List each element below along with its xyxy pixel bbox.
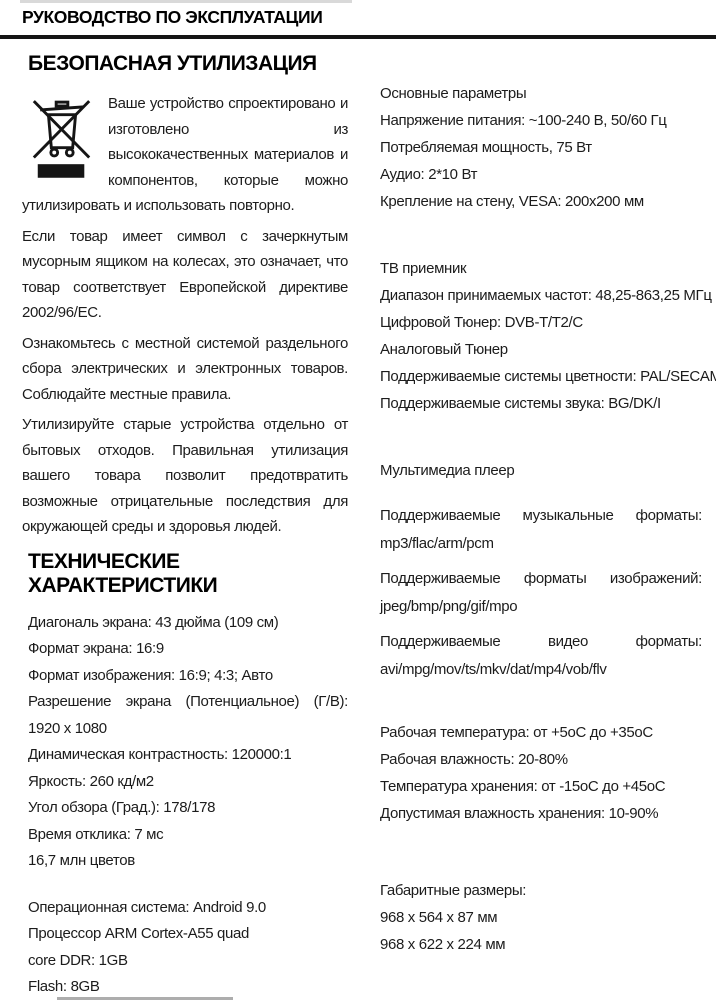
- param-line: Аналоговый Тюнер: [380, 341, 508, 358]
- spec-line: Яркость: 260 кд/м2: [28, 772, 154, 790]
- spec-line: Динамическая контрастность: 120000:1: [28, 746, 292, 763]
- title-divider-rule: [0, 35, 716, 39]
- param-line: Напряжение питания: ~100-240 В, 50/60 Гц: [380, 112, 667, 129]
- weee-crossed-bin-icon: [32, 100, 91, 178]
- param-line: 968 х 622 х 224 мм: [380, 936, 506, 953]
- dimensions-list: Габаритные размеры: 968 х 564 х 87 мм 96…: [380, 877, 702, 958]
- spec-line: core DDR: 1GB: [28, 951, 128, 969]
- disposal-paragraph-text: Ваше устройство спроектировано и изготов…: [22, 95, 348, 214]
- page-edge-artifact-top: [20, 0, 352, 3]
- tv-receiver-list: ТВ приемник Диапазон принимаемых частот:…: [380, 255, 716, 417]
- param-line: Крепление на стену, VESA: 200x200 мм: [380, 193, 644, 210]
- content-columns: БЕЗОПАСНАЯ УТИЛИЗАЦИЯ Ваше устройство сп…: [22, 52, 716, 1000]
- multimedia-format-line: Поддерживаемые видео форматы: avi/mpg/mo…: [380, 633, 702, 678]
- multimedia-title: Мультимедиа плеер: [380, 462, 515, 479]
- spec-line: 16,7 млн цветов: [28, 852, 135, 869]
- param-line: Рабочая влажность: 20-80%: [380, 751, 568, 768]
- disposal-paragraph: Ваше устройство спроектировано и изготов…: [22, 91, 348, 219]
- param-line: Аудио: 2*10 Вт: [380, 166, 478, 183]
- param-line: Потребляемая мощность, 75 Вт: [380, 139, 592, 156]
- param-line: Основные параметры: [380, 85, 527, 102]
- multimedia-group: Мультимедиа плеер Поддерживаемые музыкал…: [380, 457, 702, 683]
- spec-line: Разрешение экрана (Потенциальное) (Г/В):…: [28, 693, 348, 737]
- param-line: Поддерживаемые системы цветности: PAL/SE…: [380, 368, 716, 385]
- main-params-list: Основные параметры Напряжение питания: ~…: [380, 80, 702, 215]
- multimedia-format-line: Поддерживаемые форматы изображений: jpeg…: [380, 570, 702, 615]
- disposal-paragraph: Если товар имеет символ с зачеркнутым му…: [22, 227, 348, 322]
- environment-list: Рабочая температура: от +5оС до +35оС Ра…: [380, 719, 702, 827]
- specs-heading: ТЕХНИЧЕСКИЕ ХАРАКТЕРИСТИКИ: [28, 549, 218, 597]
- disposal-heading: БЕЗОПАСНАЯ УТИЛИЗАЦИЯ: [28, 52, 317, 75]
- multimedia-items-list: Поддерживаемые музыкальные форматы: mp3/…: [380, 502, 702, 683]
- param-line: Температура хранения: от -15оС до +45оС: [380, 778, 666, 795]
- left-column: БЕЗОПАСНАЯ УТИЛИЗАЦИЯ Ваше устройство сп…: [22, 52, 348, 1000]
- param-line: Цифровой Тюнер: DVB-T/T2/C: [380, 314, 583, 331]
- param-line: Поддерживаемые системы звука: BG/DK/I: [380, 395, 661, 412]
- param-line: 968 х 564 х 87 мм: [380, 909, 498, 926]
- param-line: ТВ приемник: [380, 260, 467, 277]
- spec-line: Время отклика: 7 мс: [28, 825, 164, 843]
- param-line: Рабочая температура: от +5оС до +35оС: [380, 724, 653, 741]
- disposal-paragraph: Ознакомьтесь с местной системой раздельн…: [22, 334, 348, 403]
- spec-line: Угол обзора (Град.): 178/178: [28, 799, 216, 816]
- spec-line: Операционная система: Android 9.0: [28, 898, 266, 916]
- page-edge-artifact-bottom: [57, 997, 233, 1000]
- display-specs-list: Диагональ экрана: 43 дюйма (109 см) Форм…: [22, 610, 348, 875]
- system-specs-list: Операционная система: Android 9.0 Процес…: [22, 895, 348, 1000]
- param-line: Допустимая влажность хранения: 10-90%: [380, 805, 659, 822]
- right-column: Основные параметры Напряжение питания: ~…: [370, 52, 716, 958]
- spec-line: Диагональ экрана: 43 дюйма (109 см): [28, 613, 279, 631]
- spec-line: Flash: 8GB: [28, 978, 100, 995]
- param-line: Габаритные размеры:: [380, 882, 527, 899]
- param-line: Диапазон принимаемых частот: 48,25-863,2…: [380, 287, 712, 304]
- spec-line: Формат изображения: 16:9; 4:3; Авто: [28, 666, 273, 684]
- spec-line: Формат экрана: 16:9: [28, 640, 164, 657]
- spec-line: Процессор ARM Cortex-A55 quad: [28, 925, 250, 942]
- disposal-paragraph: Утилизируйте старые устройства отдельно …: [22, 416, 348, 535]
- multimedia-format-line: Поддерживаемые музыкальные форматы: mp3/…: [380, 507, 702, 552]
- page-title: РУКОВОДСТВО ПО ЭКСПЛУАТАЦИИ: [22, 7, 323, 27]
